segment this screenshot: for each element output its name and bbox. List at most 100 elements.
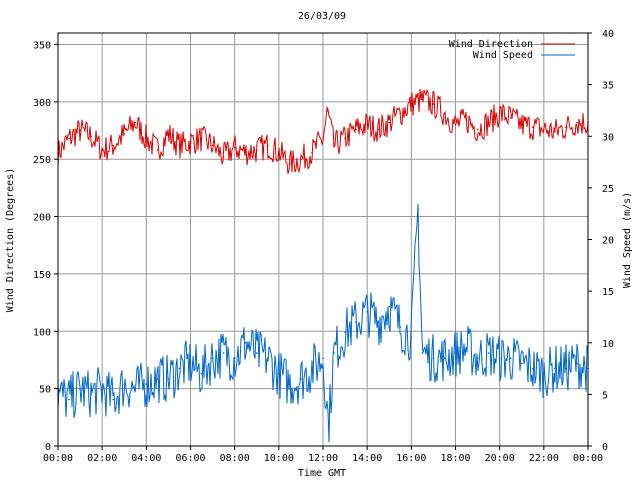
x-tick-label: 10:00 <box>264 453 294 464</box>
data-point <box>322 357 324 360</box>
series-layer <box>57 88 589 443</box>
data-point <box>167 378 170 380</box>
y-right-tick-label: 10 <box>602 339 614 350</box>
data-point <box>233 357 236 360</box>
data-point <box>189 141 192 143</box>
data-point <box>222 352 225 354</box>
data-point <box>189 362 192 365</box>
data-point <box>498 112 501 115</box>
y-left-tick-label: 150 <box>33 270 51 281</box>
data-point <box>355 321 357 323</box>
data-point <box>200 137 203 140</box>
data-point <box>156 378 159 380</box>
x-tick-label: 08:00 <box>220 453 250 464</box>
data-point <box>421 98 424 101</box>
y-left-tick-label: 300 <box>33 98 51 109</box>
data-point <box>487 352 490 354</box>
data-point <box>300 158 302 160</box>
data-point <box>255 149 258 151</box>
data-point <box>156 149 159 151</box>
data-point <box>278 151 280 154</box>
data-point <box>326 110 329 112</box>
data-point <box>498 357 501 360</box>
data-point <box>145 383 148 385</box>
data-point <box>344 331 346 334</box>
y-left-tick-label: 50 <box>39 385 51 396</box>
data-point <box>90 135 92 138</box>
data-point <box>465 119 468 121</box>
data-point <box>267 357 269 360</box>
gridlines <box>58 33 588 446</box>
data-point <box>322 137 324 140</box>
data-point <box>487 121 490 124</box>
y-right-tick-label: 20 <box>602 236 614 247</box>
chart-title: 26/03/09 <box>298 11 346 22</box>
data-point <box>465 347 468 349</box>
x-axis-label: Time GMT <box>298 468 346 479</box>
data-point <box>68 137 70 140</box>
data-point <box>134 388 137 391</box>
data-point <box>399 326 402 329</box>
data-point <box>200 372 203 375</box>
data-point <box>521 362 523 365</box>
y-axis-left-label: Wind Direction (Degrees) <box>5 168 16 313</box>
data-point <box>388 305 391 308</box>
data-point <box>554 367 556 370</box>
series-line-wind-direction <box>57 88 589 175</box>
y-right-tick-label: 35 <box>602 81 614 92</box>
data-point <box>417 207 419 210</box>
x-tick-label: 12:00 <box>308 453 338 464</box>
data-point <box>454 124 457 126</box>
data-point <box>344 137 346 140</box>
data-point <box>289 163 291 165</box>
x-tick-label: 06:00 <box>175 453 205 464</box>
data-point <box>576 362 578 365</box>
data-point <box>244 151 247 154</box>
data-point <box>327 424 330 427</box>
x-tick-label: 18:00 <box>440 453 470 464</box>
data-point <box>90 393 92 396</box>
data-point <box>443 112 446 115</box>
data-point <box>289 383 291 385</box>
data-point <box>333 352 335 354</box>
y-left-tick-label: 350 <box>33 40 51 51</box>
data-point <box>443 357 446 360</box>
data-point <box>311 151 313 154</box>
y-left-tick-label: 200 <box>33 213 51 224</box>
data-point <box>222 156 225 158</box>
y-left-tick-label: 0 <box>45 442 51 453</box>
data-point <box>532 126 534 128</box>
data-point <box>410 103 413 105</box>
ticks-layer: 00:00 02:00 04:00 06:00 08:00 10:00 12:00 14:00… <box>33 29 614 464</box>
data-point <box>509 357 512 360</box>
data-point <box>543 128 545 131</box>
data-point <box>565 126 567 128</box>
data-point <box>178 367 181 370</box>
data-point <box>399 112 402 115</box>
data-point <box>476 128 479 131</box>
x-tick-label: 02:00 <box>87 453 117 464</box>
data-point <box>543 372 545 375</box>
data-point <box>101 149 103 151</box>
data-point <box>79 129 81 132</box>
data-point <box>123 383 126 385</box>
data-point <box>267 144 269 147</box>
data-point <box>278 372 280 375</box>
data-point <box>112 144 114 147</box>
data-point <box>68 398 70 401</box>
y-right-tick-label: 25 <box>602 184 614 195</box>
data-point <box>576 121 578 124</box>
data-point <box>565 367 567 370</box>
x-tick-label: 04:00 <box>131 453 161 464</box>
data-point <box>366 124 369 126</box>
data-point <box>521 124 523 126</box>
x-tick-label: 20:00 <box>485 453 515 464</box>
data-point <box>333 144 335 147</box>
y-axis-right-label: Wind Speed (m/s) <box>622 192 633 288</box>
data-point <box>167 133 170 135</box>
data-point <box>101 388 103 391</box>
y-left-tick-label: 100 <box>33 327 51 338</box>
data-point <box>311 367 313 370</box>
data-point <box>123 133 126 135</box>
